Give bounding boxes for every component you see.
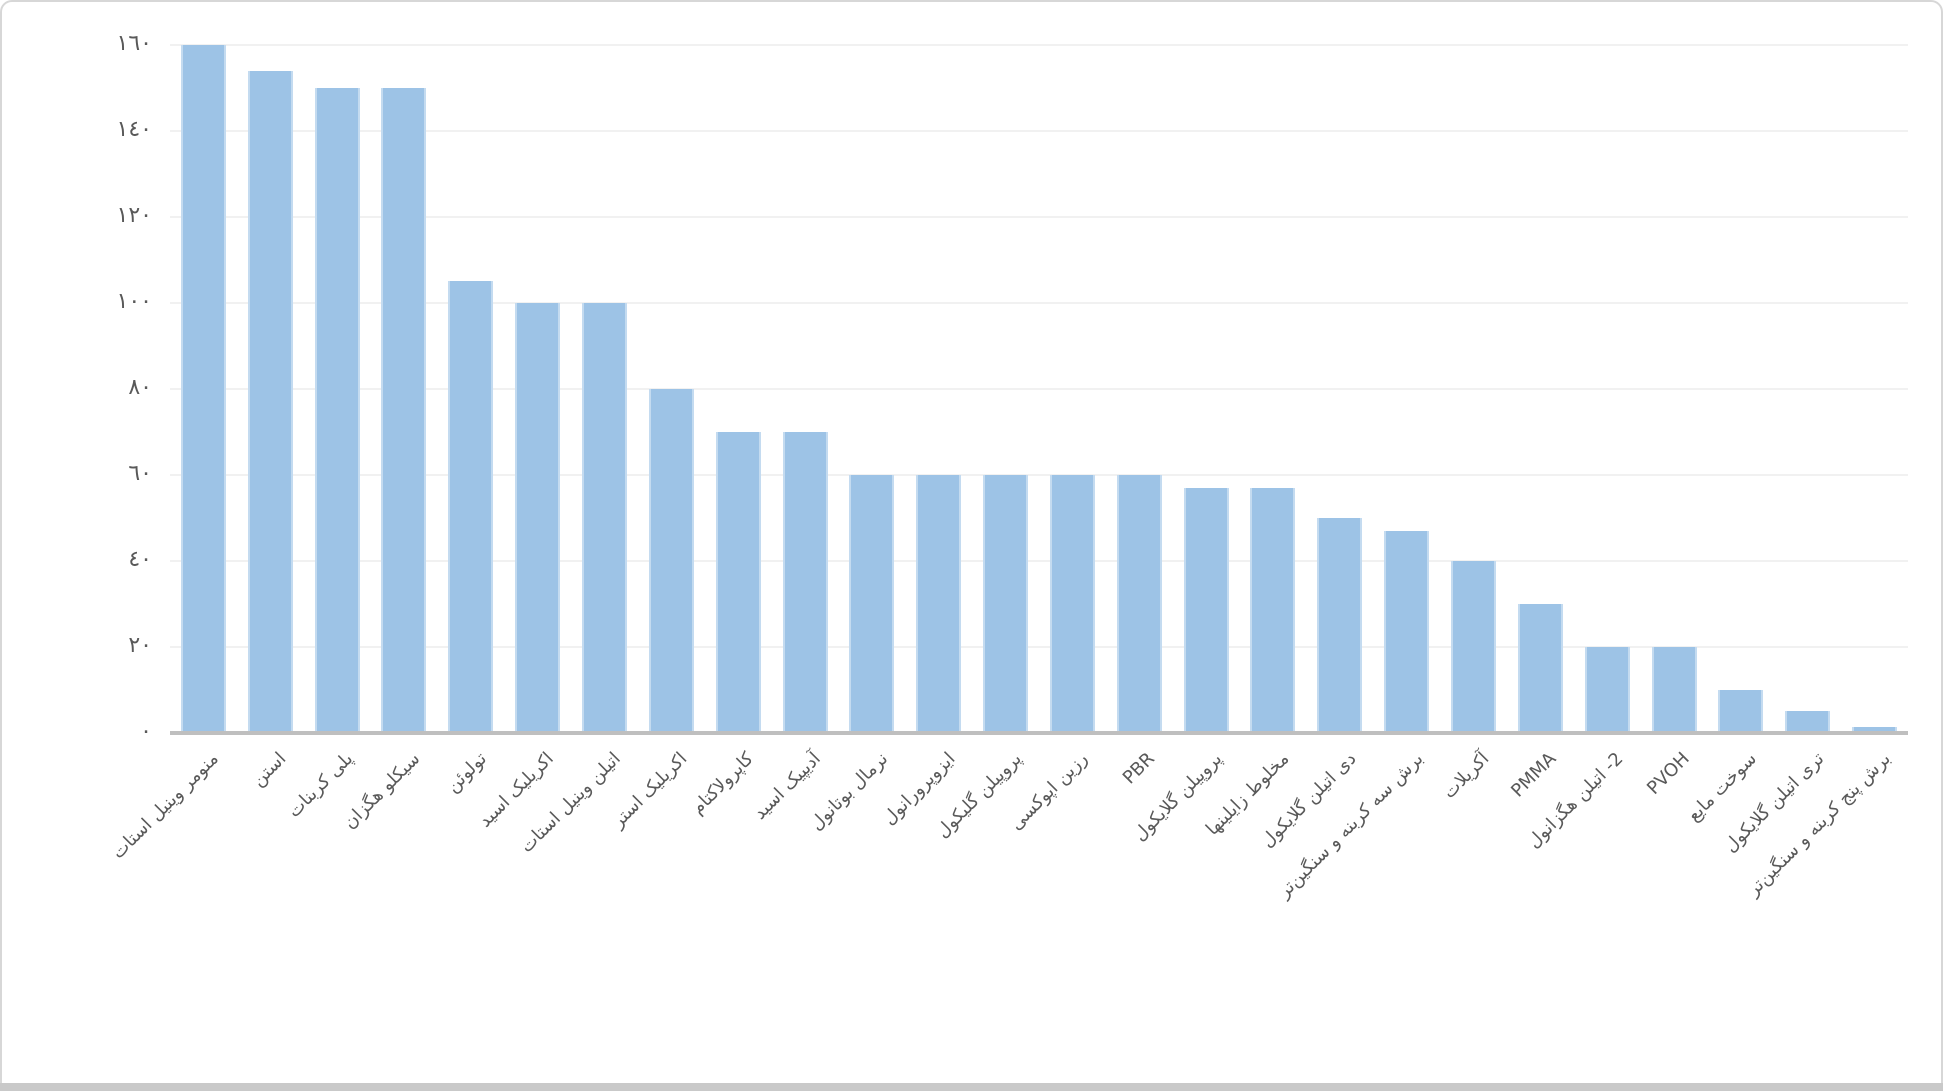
- bar: [1184, 488, 1229, 733]
- x-category-label-text: تولوئن: [442, 748, 492, 797]
- gridline: [170, 388, 1908, 390]
- bar: [1250, 488, 1295, 733]
- bar: [849, 475, 894, 733]
- bar: [1050, 475, 1095, 733]
- bar: [1117, 475, 1162, 733]
- y-tick-label: ٨٠: [128, 375, 152, 400]
- gridline: [170, 560, 1908, 562]
- y-tick-label: ٦٠: [128, 461, 152, 486]
- gridline: [170, 44, 1908, 46]
- bar: [1317, 518, 1362, 733]
- y-tick-label: ٢٠: [128, 633, 152, 658]
- x-category-label-text: آکریلات: [1438, 748, 1494, 803]
- x-category-label-text: PVOH: [1643, 748, 1695, 799]
- gridline: [170, 302, 1908, 304]
- bar: [1518, 604, 1563, 733]
- bar: [315, 88, 360, 733]
- bar: [716, 432, 761, 733]
- y-tick-label: ١٠٠: [116, 289, 152, 314]
- bar: [582, 303, 627, 733]
- y-tick-label: ١٢٠: [116, 203, 152, 228]
- gridline: [170, 216, 1908, 218]
- gridline: [170, 474, 1908, 476]
- x-axis-line: [170, 731, 1908, 735]
- bar: [1785, 711, 1830, 733]
- bar: [381, 88, 426, 733]
- bar: [1451, 561, 1496, 733]
- gridline: [170, 130, 1908, 132]
- chart-bottom-edge: [0, 1083, 1943, 1091]
- y-tick-label: ١٤٠: [116, 117, 152, 142]
- bar: [1652, 647, 1697, 733]
- bar: [448, 281, 493, 733]
- x-category-label-text: استن: [247, 748, 291, 791]
- bar: [248, 71, 293, 733]
- x-category-label-text: منومر وینیل استات: [108, 748, 224, 864]
- bar: [515, 303, 560, 733]
- bar: [983, 475, 1028, 733]
- bar: [181, 45, 226, 733]
- x-category-label-text: کاپرولاکتام: [687, 748, 759, 819]
- y-tick-label: ٠: [140, 719, 152, 744]
- x-category-label-text: PMMA: [1506, 748, 1561, 802]
- bar: [916, 475, 961, 733]
- bar: [1585, 647, 1630, 733]
- gridline: [170, 646, 1908, 648]
- bar: [783, 432, 828, 733]
- x-category-label-text: PBR: [1119, 748, 1160, 789]
- bar: [1384, 531, 1429, 733]
- y-tick-label: ١٦٠: [116, 31, 152, 56]
- bar: [649, 389, 694, 733]
- bar: [1852, 727, 1897, 733]
- y-tick-label: ٤٠: [128, 547, 152, 572]
- bar: [1718, 690, 1763, 733]
